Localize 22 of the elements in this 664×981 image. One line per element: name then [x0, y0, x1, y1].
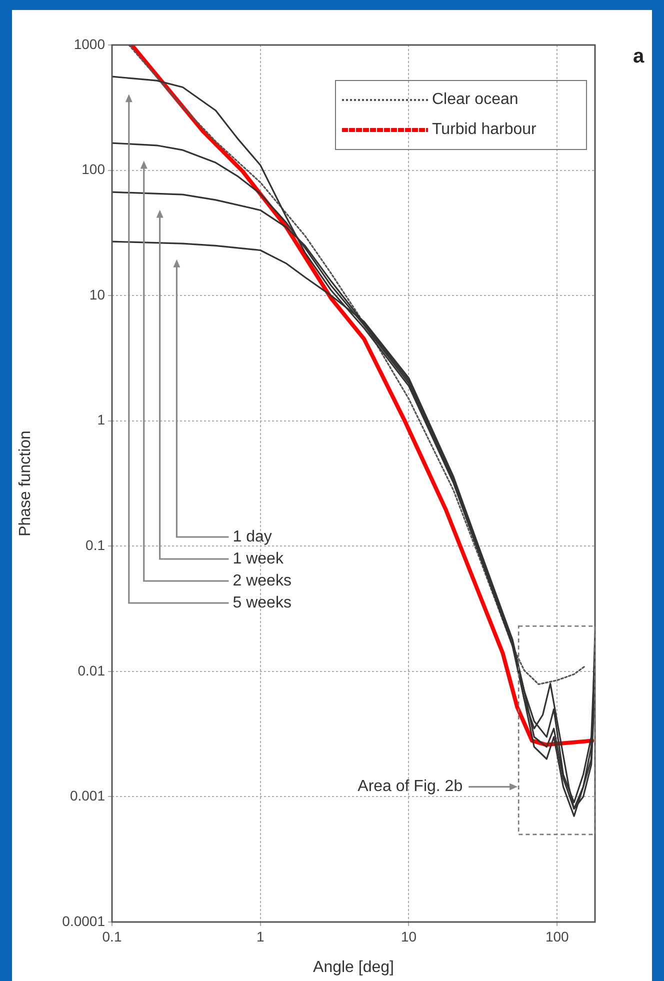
- y-tick-label: 1: [97, 412, 106, 428]
- y-tick-label: 1000: [74, 36, 106, 52]
- y-tick-label: 10: [89, 286, 106, 302]
- annotation: 1 week: [232, 550, 284, 568]
- annotation: 1 day: [232, 528, 272, 546]
- legend-label: Clear ocean: [432, 91, 518, 109]
- annotation: Area of Fig. 2b: [358, 778, 463, 796]
- y-tick-label: 0.0001: [62, 912, 106, 929]
- x-tick-label: 100: [545, 928, 570, 944]
- y-tick-label: 0.01: [78, 662, 106, 678]
- y-tick-label: 0.1: [86, 537, 106, 553]
- annotation: 5 weeks: [232, 594, 292, 612]
- x-tick-label: 10: [400, 928, 417, 944]
- x-axis-title: Angle [deg]: [313, 958, 394, 976]
- y-tick-label: 100: [82, 161, 106, 178]
- x-tick-label: 0.1: [102, 928, 122, 944]
- legend-label: Turbid harbour: [432, 121, 536, 139]
- text: a: [633, 46, 645, 68]
- y-tick-label: 0.001: [70, 788, 106, 804]
- x-tick-label: 1: [256, 928, 264, 944]
- y-axis-title: Phase function: [17, 430, 34, 536]
- annotation: 2 weeks: [232, 572, 292, 590]
